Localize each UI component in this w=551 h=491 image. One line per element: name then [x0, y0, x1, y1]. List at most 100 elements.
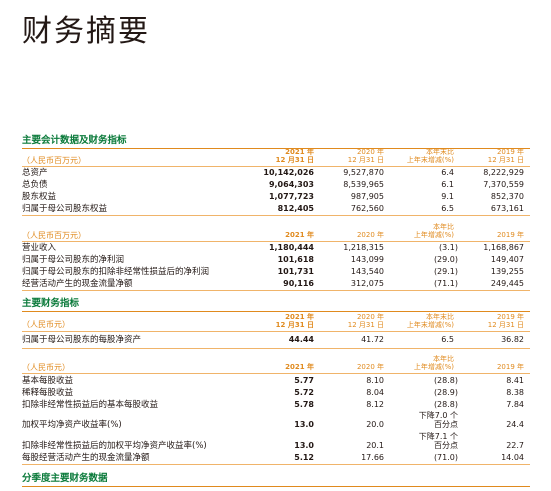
row-label: 归属于母公司股东的每股净资产: [22, 335, 142, 345]
value-change: 6.4: [441, 168, 454, 177]
value-2020: 8.04: [366, 388, 384, 397]
section-title-quarterly-data: 分季度主要财务数据: [22, 473, 108, 484]
row-label: 稀释每股收益: [22, 388, 74, 398]
section-divider: [22, 486, 530, 487]
value-2020: 20.1: [366, 441, 384, 450]
value-2021: 90,116: [283, 279, 314, 288]
value-2021: 5.77: [294, 376, 314, 385]
value-2021: 5.72: [294, 388, 314, 397]
value-change: (29.1): [433, 267, 458, 276]
value-2019: 149,407: [490, 255, 524, 264]
value-2021: 5.78: [294, 400, 314, 409]
value-2021: 812,405: [277, 204, 314, 213]
value-2019: 249,445: [490, 279, 524, 288]
row-label: 归属于母公司股东的扣除非经常性损益后的净利润: [22, 267, 210, 277]
value-2021: 9,064,303: [268, 180, 314, 189]
row-divider: [22, 464, 530, 465]
row-divider: [22, 166, 530, 167]
value-2021: 13.0: [294, 420, 314, 429]
column-header-2019: 2019 年 12 月31 日: [487, 148, 524, 164]
value-change: (71.1): [433, 279, 458, 288]
value-change: 6.5: [441, 204, 454, 213]
row-divider: [22, 215, 530, 216]
value-2021: 10,142,026: [263, 168, 314, 177]
section-title-key-accounting-data: 主要会计数据及财务指标: [22, 135, 127, 146]
page-title: 财务摘要: [22, 14, 150, 49]
column-header-2020: 2020 年: [356, 363, 384, 371]
unit-label: （人民币元）: [22, 363, 70, 372]
value-change: 6.1: [441, 180, 454, 189]
row-label: 扣除非经常性损益后的加权平均净资产收益率(%): [22, 441, 207, 451]
value-change: 9.1: [441, 192, 454, 201]
row-divider: [22, 290, 530, 291]
column-header-2019: 2019 年: [496, 231, 524, 239]
value-2020: 762,560: [350, 204, 384, 213]
value-2019: 852,370: [490, 192, 524, 201]
column-header-2021: 2021 年 12 月31 日: [275, 313, 314, 329]
value-2020: 8.10: [366, 376, 384, 385]
value-2020: 143,540: [350, 267, 384, 276]
value-2020: 20.0: [366, 420, 384, 429]
unit-label: （人民币元）: [22, 320, 70, 329]
value-2021: 1,077,723: [268, 192, 314, 201]
value-2020: 312,075: [350, 279, 384, 288]
value-change: 下降7.0 个 百分点: [418, 411, 458, 429]
unit-label: （人民币百万元）: [22, 156, 86, 165]
value-2019: 14.04: [501, 453, 524, 462]
value-2021: 101,731: [277, 267, 314, 276]
value-2019: 673,161: [490, 204, 524, 213]
row-divider: [22, 373, 530, 374]
section-title-key-financial-indicators: 主要财务指标: [22, 298, 80, 309]
row-label: 总负债: [22, 180, 48, 190]
value-change: 6.5: [441, 335, 454, 344]
row-divider: [22, 241, 530, 242]
section-divider: [22, 311, 530, 312]
value-2020: 143,099: [350, 255, 384, 264]
row-label: 每股经营活动产生的现金流量净额: [22, 453, 150, 463]
value-change: (28.8): [433, 400, 458, 409]
value-2021: 5.12: [294, 453, 314, 462]
value-2019: 8.41: [506, 376, 524, 385]
column-header-2020: 2020 年 12 月31 日: [347, 313, 384, 329]
value-2020: 8,539,965: [343, 180, 384, 189]
value-2020: 9,527,870: [343, 168, 384, 177]
value-change: (3.1): [439, 243, 458, 252]
value-2020: 17.66: [361, 453, 384, 462]
value-2020: 8.12: [366, 400, 384, 409]
value-change: (28.9): [433, 388, 458, 397]
column-header-2019: 2019 年: [496, 363, 524, 371]
column-header-2021: 2021 年: [285, 231, 314, 239]
value-2019: 7,370,559: [483, 180, 524, 189]
value-2021: 13.0: [294, 441, 314, 450]
value-change: (29.0): [433, 255, 458, 264]
column-header-2020: 2020 年: [356, 231, 384, 239]
value-2019: 24.4: [506, 420, 524, 429]
column-header-change: 本年末比 上年末增减(%): [406, 313, 454, 329]
value-change: 下降7.1 个 百分点: [418, 432, 458, 450]
value-change: (28.8): [433, 376, 458, 385]
unit-label: （人民币百万元）: [22, 231, 86, 240]
column-header-2019: 2019 年 12 月31 日: [487, 313, 524, 329]
value-2021: 44.44: [288, 335, 314, 344]
row-divider: [22, 331, 530, 332]
value-2019: 7.84: [506, 400, 524, 409]
value-2019: 8.38: [506, 388, 524, 397]
value-2019: 22.7: [506, 441, 524, 450]
column-header-change: 本年末比 上年末增减(%): [406, 148, 454, 164]
column-header-2021: 2021 年: [285, 363, 314, 371]
column-header-change: 本年比 上年增减(%): [413, 355, 454, 371]
row-divider: [22, 348, 530, 349]
row-label: 扣除非经常性损益后的基本每股收益: [22, 400, 159, 410]
value-2020: 41.72: [361, 335, 384, 344]
section-divider: [22, 148, 530, 149]
row-label: 总资产: [22, 168, 48, 178]
row-label: 基本每股收益: [22, 376, 74, 386]
value-2020: 1,218,315: [343, 243, 384, 252]
column-header-change: 本年比 上年增减(%): [413, 223, 454, 239]
row-label: 归属于母公司股东的净利润: [22, 255, 125, 265]
row-label: 经营活动产生的现金流量净额: [22, 279, 133, 289]
row-label: 股东权益: [22, 192, 57, 202]
value-2019: 1,168,867: [483, 243, 524, 252]
row-label: 归属于母公司股东权益: [22, 204, 108, 214]
value-2019: 36.82: [501, 335, 524, 344]
